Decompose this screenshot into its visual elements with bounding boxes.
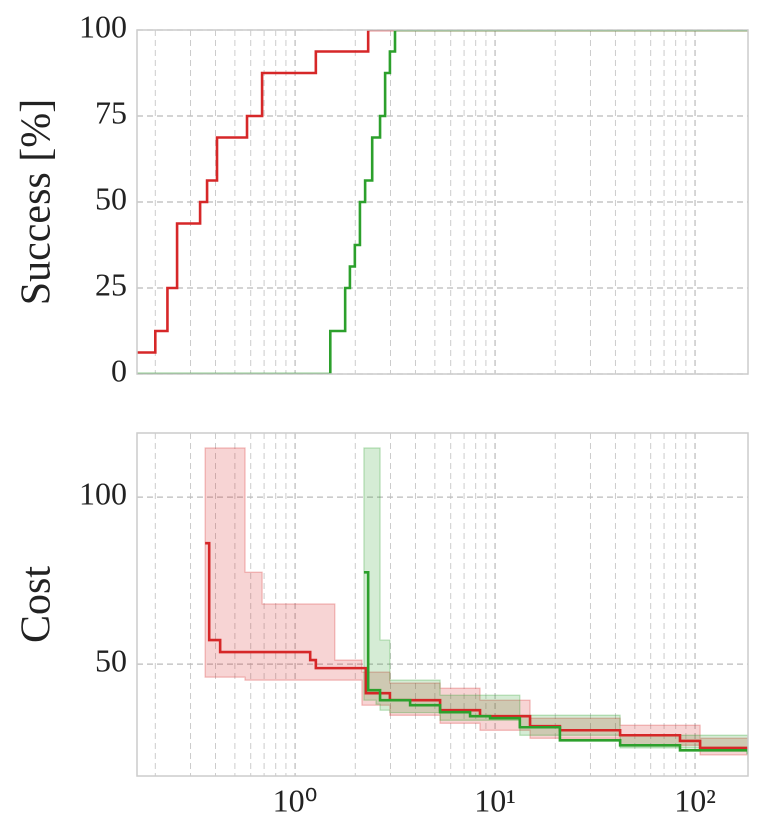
y-axis-label: Success [%] — [14, 99, 60, 305]
y-tick-label: 50 — [95, 642, 127, 678]
series-line — [363, 570, 748, 755]
series-line — [137, 30, 748, 354]
x-tick-label: 10⁰ — [273, 782, 318, 818]
band — [204, 447, 748, 760]
y-tick-label: 100 — [79, 475, 127, 511]
plot-frame — [136, 432, 749, 777]
y-tick-label: 25 — [95, 266, 127, 302]
x-tick-label: 10¹ — [474, 782, 516, 818]
y-axis-label: Cost — [14, 566, 60, 643]
y-tick-label: 100 — [79, 8, 127, 44]
y-tick-label: 50 — [95, 180, 127, 216]
x-tick-label: 10² — [674, 782, 716, 818]
y-tick-label: 75 — [95, 94, 127, 130]
series-line — [137, 30, 748, 374]
plot-frame — [136, 29, 749, 375]
band — [363, 447, 748, 762]
y-tick-label: 0 — [111, 352, 127, 388]
